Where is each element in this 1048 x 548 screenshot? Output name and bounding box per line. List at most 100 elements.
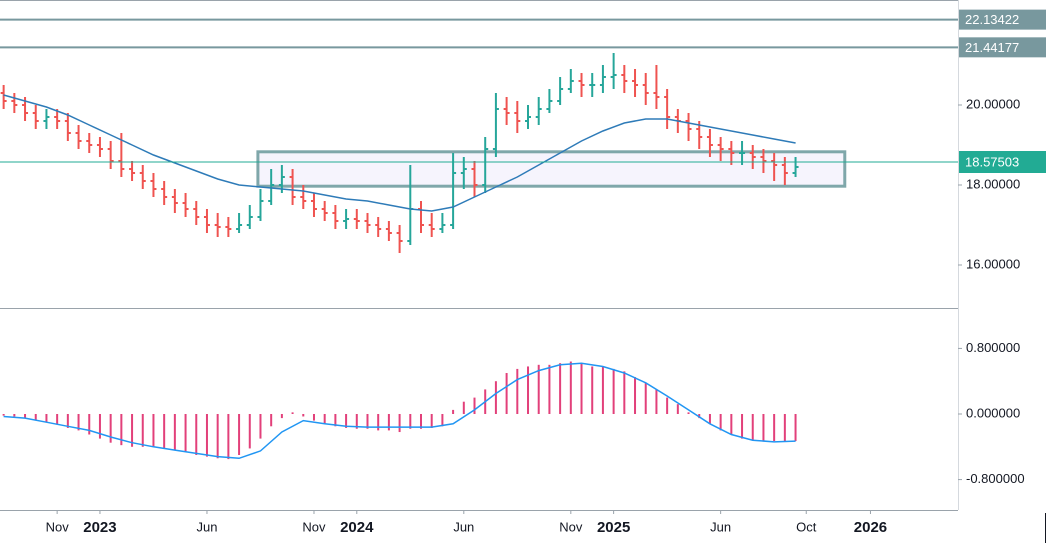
histogram-bar xyxy=(2,414,5,416)
histogram-bar xyxy=(323,414,326,424)
signal-line xyxy=(3,362,796,460)
histogram-bar xyxy=(612,368,615,415)
histogram-bar xyxy=(205,414,208,457)
histogram-bar xyxy=(56,414,59,425)
histogram-bar xyxy=(473,397,476,415)
histogram-bar xyxy=(227,414,230,460)
y2-tick-label: -0.800000 xyxy=(966,471,1025,486)
histogram-bar xyxy=(537,364,540,415)
histogram-bar xyxy=(387,414,390,431)
histogram-bar xyxy=(794,414,797,442)
x-tick-label: Jun xyxy=(453,519,474,534)
x-tick-label: Nov xyxy=(46,519,70,534)
histogram-bar xyxy=(719,414,722,431)
histogram-bar xyxy=(355,414,358,429)
histogram-bar xyxy=(66,414,69,428)
histogram-bar xyxy=(88,414,91,435)
histogram-bar xyxy=(120,414,123,446)
histogram-bar xyxy=(216,414,219,459)
last-price-label: 18.57503 xyxy=(965,154,1019,169)
histogram-bar xyxy=(580,363,583,415)
x-tick-label: 2025 xyxy=(597,519,630,536)
histogram-bar xyxy=(280,414,283,419)
histogram-bar xyxy=(409,414,412,429)
x-tick-label: 2026 xyxy=(854,519,887,536)
y-tick-label: 16.00000 xyxy=(966,256,1020,271)
histogram-bar xyxy=(291,412,294,415)
histogram-bar xyxy=(676,404,679,415)
moving-average-line xyxy=(3,94,796,212)
histogram-bar xyxy=(109,414,112,443)
histogram-bar xyxy=(141,414,144,447)
histogram-bar xyxy=(366,414,369,429)
histogram-bar xyxy=(377,414,380,431)
level-tag xyxy=(959,37,1046,58)
histogram-bar xyxy=(644,382,647,415)
histogram-bar xyxy=(195,414,198,455)
histogram-bar xyxy=(730,414,733,435)
histogram-bar xyxy=(452,409,455,415)
x-tick-label: Oct xyxy=(796,519,817,534)
x-tick-label: Nov xyxy=(559,519,583,534)
histogram-bar xyxy=(494,381,497,415)
level-label: 21.44177 xyxy=(965,40,1019,55)
histogram-bar xyxy=(505,373,508,415)
histogram-bar xyxy=(248,414,251,449)
histogram-bar xyxy=(569,361,572,415)
histogram-bar xyxy=(259,414,262,439)
y2-tick-label: 0.800000 xyxy=(966,340,1020,355)
histogram-bar xyxy=(302,414,305,417)
histogram-bar xyxy=(462,401,465,415)
histogram-bar xyxy=(591,366,594,415)
histogram-bar xyxy=(527,366,530,415)
histogram-bar xyxy=(441,414,444,427)
histogram-bar xyxy=(655,389,658,415)
level-label: 22.13422 xyxy=(965,12,1019,27)
histogram-bar xyxy=(751,414,754,441)
y2-tick-label: 0.000000 xyxy=(966,405,1020,420)
histogram-bar xyxy=(13,414,16,417)
histogram-bar xyxy=(559,363,562,415)
y-tick-label: 18.00000 xyxy=(966,176,1020,191)
histogram-bar xyxy=(708,414,711,424)
x-tick-label: Jun xyxy=(710,519,731,534)
histogram-bar xyxy=(601,366,604,415)
histogram-bar xyxy=(173,414,176,451)
histogram-bar xyxy=(516,368,519,415)
histogram-bar xyxy=(34,414,37,420)
histogram-bar xyxy=(152,414,155,447)
histogram-bar xyxy=(623,371,626,415)
y-tick-label: 20.00000 xyxy=(966,96,1020,111)
histogram-bar xyxy=(24,414,27,419)
level-tag xyxy=(959,9,1046,30)
histogram-bar xyxy=(98,414,101,439)
histogram-bar xyxy=(762,414,765,442)
histogram-bar xyxy=(741,414,744,439)
histogram-bar xyxy=(430,414,433,428)
x-tick-label: 2024 xyxy=(340,519,374,536)
x-tick-label: Nov xyxy=(302,519,326,534)
range-rectangle xyxy=(256,150,847,188)
histogram-bar xyxy=(634,377,637,415)
histogram-bar xyxy=(773,414,776,442)
histogram-bar xyxy=(163,414,166,449)
histogram-bar xyxy=(783,414,786,442)
histogram-bar xyxy=(77,414,80,431)
histogram-bar xyxy=(312,414,315,421)
histogram-bar xyxy=(666,397,669,415)
histogram-bar xyxy=(334,414,337,427)
histogram-bar xyxy=(184,414,187,452)
x-tick-label: Jun xyxy=(196,519,217,534)
histogram-bar xyxy=(270,414,273,427)
last-price-tag xyxy=(959,150,1046,173)
histogram-bar xyxy=(131,414,134,447)
histogram-bar xyxy=(687,412,690,415)
histogram-bar xyxy=(238,414,241,455)
x-tick-label: 2023 xyxy=(83,519,116,536)
histogram-bar xyxy=(398,414,401,433)
histogram-bar xyxy=(45,414,48,423)
histogram-bar xyxy=(419,414,422,429)
